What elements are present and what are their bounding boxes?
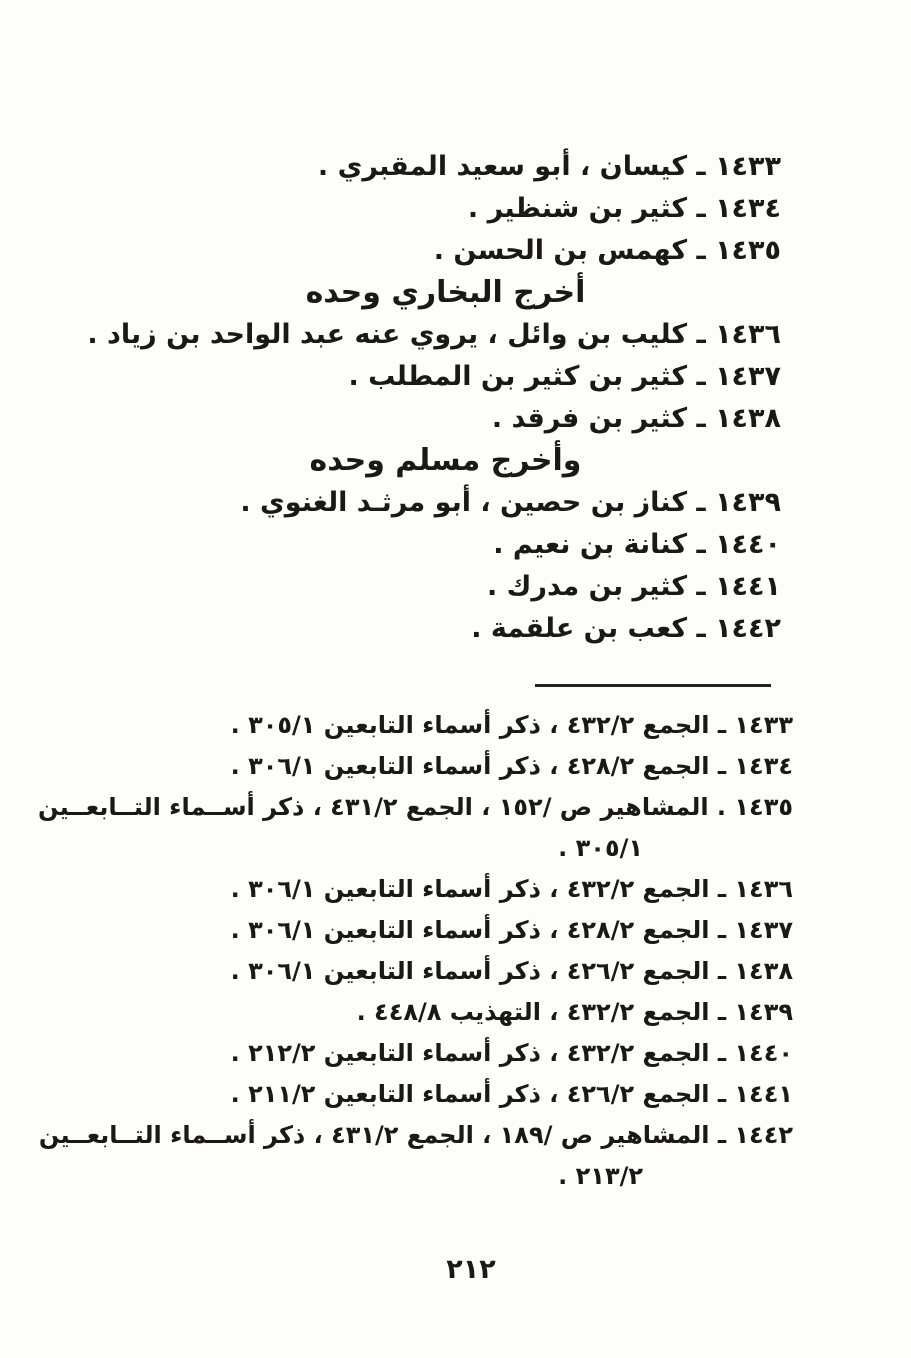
section-heading-muslim: وأخرج مسلم وحده [309, 443, 582, 478]
footnote-1436: ١٤٣٦ ـ الجمع ٤٣٢/٢ ، ذكر أسماء التابعين … [230, 875, 793, 903]
footnote-1441: ١٤٤١ ـ الجمع ٤٢٦/٢ ، ذكر أسماء التابعين … [230, 1080, 793, 1108]
footnote-1442-line2: ٢١٣/٢ . [558, 1162, 643, 1190]
list-entry-1433: ١٤٣٣ ـ كيسان ، أبو سعيد المقبري . [317, 151, 781, 182]
section-heading-bukhari: أخرج البخاري وحده [305, 275, 586, 310]
footnote-divider [535, 684, 771, 687]
list-entry-1442: ١٤٤٢ ـ كعب بن علقمة . [471, 613, 781, 644]
page-number: ٢١٢ [446, 1254, 496, 1285]
list-entry-1437: ١٤٣٧ ـ كثير بن كثير بن المطلب . [348, 361, 781, 392]
list-entry-1435: ١٤٣٥ ـ كهمس بن الحسن . [433, 235, 781, 266]
footnote-1435-line2: ٣٠٥/١ . [558, 834, 643, 862]
footnote-1438: ١٤٣٨ ـ الجمع ٤٢٦/٢ ، ذكر أسماء التابعين … [230, 957, 793, 985]
footnote-1437: ١٤٣٧ ـ الجمع ٤٢٨/٢ ، ذكر أسماء التابعين … [230, 916, 793, 944]
list-entry-1436: ١٤٣٦ ـ كليب بن وائل ، يروي عنه عبد الواح… [87, 319, 781, 350]
footnote-1433: ١٤٣٣ ـ الجمع ٤٣٢/٢ ، ذكر أسماء التابعين … [230, 711, 793, 739]
footnote-1442-line1: ١٤٤٢ ـ المشاهير ص /١٨٩ ، الجمع ٤٣١/٢ ، ذ… [38, 1121, 793, 1149]
list-entry-1440: ١٤٤٠ ـ كنانة بن نعيم . [493, 529, 781, 560]
footnotes-block: ١٤٣٣ ـ الجمع ٤٣٢/٢ ، ذكر أسماء التابعين … [38, 705, 793, 1197]
list-entry-1441: ١٤٤١ ـ كثير بن مدرك . [487, 571, 781, 602]
footnote-1439: ١٤٣٩ ـ الجمع ٤٣٢/٢ ، التهذيب ٤٤٨/٨ . [356, 998, 793, 1026]
footnote-1435-line1: ١٤٣٥ . المشاهير ص /١٥٢ ، الجمع ٤٣١/٢ ، ذ… [38, 793, 793, 821]
footnote-1434: ١٤٣٤ ـ الجمع ٤٢٨/٢ ، ذكر أسماء التابعين … [230, 752, 793, 780]
list-entry-1438: ١٤٣٨ ـ كثير بن فرقد . [491, 403, 781, 434]
footnote-1440: ١٤٤٠ ـ الجمع ٤٣٢/٢ ، ذكر أسماء التابعين … [230, 1039, 793, 1067]
narrator-list: ١٤٣٣ ـ كيسان ، أبو سعيد المقبري . ١٤٣٤ ـ… [87, 146, 781, 650]
list-entry-1439: ١٤٣٩ ـ كناز بن حصين ، أبو مرثـد الغنوي . [240, 487, 781, 518]
list-entry-1434: ١٤٣٤ ـ كثير بن شنظير . [467, 193, 781, 224]
